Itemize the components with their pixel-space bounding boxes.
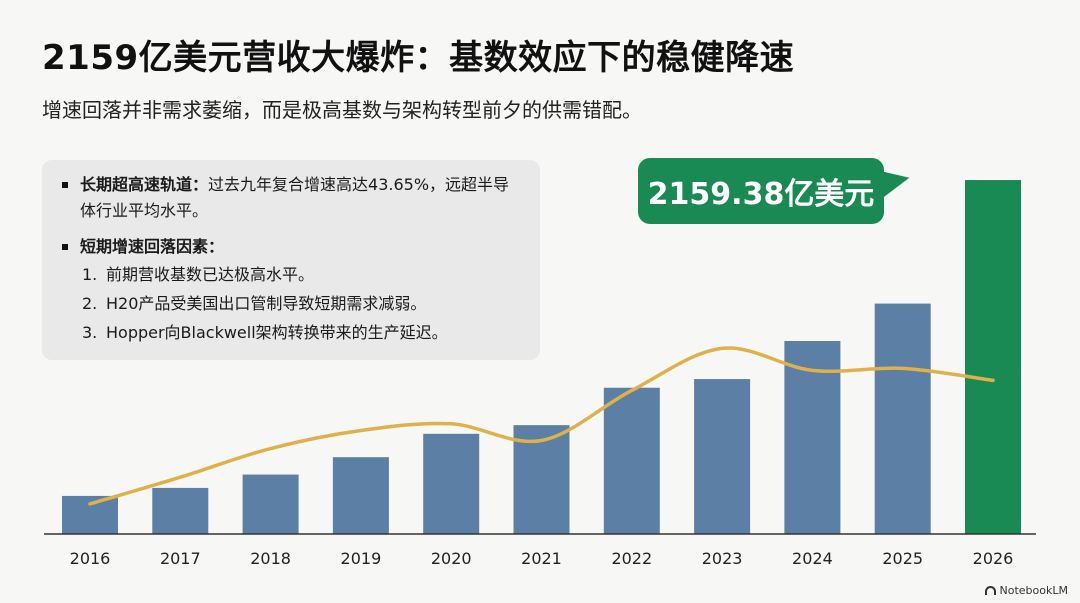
list-item: 1. 前期营收基数已达极高水平。: [82, 260, 524, 289]
x-tick-label: 2019: [341, 549, 382, 568]
growth-trend-line: [88, 346, 995, 506]
revenue-callout: 2159.38亿美元: [638, 158, 884, 224]
list-item: 2. H20产品受美国出口管制导致短期需求减弱。: [82, 289, 524, 318]
bar-2022: [603, 387, 660, 534]
list-item-number: 3.: [82, 323, 98, 342]
bar-2020: [423, 433, 480, 534]
x-tick-label: 2017: [160, 549, 201, 568]
list-item-text: Hopper向Blackwell架构转换带来的生产延迟。: [106, 323, 448, 342]
x-tick-label: 2024: [792, 549, 833, 568]
bar-2025: [874, 303, 931, 534]
x-tick-label: 2018: [250, 549, 291, 568]
bullet-square-icon: [62, 182, 68, 188]
bar-2017: [152, 487, 209, 534]
info-bullet-2: 短期增速回落因素：: [62, 234, 524, 260]
bar-2021: [513, 425, 570, 534]
x-tick-label: 2022: [611, 549, 652, 568]
section1-title: 长期超高速轨道：: [80, 175, 209, 194]
bar-2019: [332, 457, 389, 534]
list-item-text: 前期营收基数已达极高水平。: [106, 265, 315, 284]
bar-2018: [242, 474, 299, 534]
list-item-text: H20产品受美国出口管制导致短期需求减弱。: [106, 294, 427, 313]
page-title: 2159亿美元营收大爆炸：基数效应下的稳健降速: [42, 38, 795, 78]
list-item: 3. Hopper向Blackwell架构转换带来的生产延迟。: [82, 318, 524, 347]
bar-2024: [784, 340, 841, 534]
brand-watermark: NotebookLM: [984, 584, 1068, 597]
bar-2016: [62, 495, 118, 534]
info-bullet-1: 长期超高速轨道：过去九年复合增速高达43.65%，远超半导体行业平均水平。: [62, 172, 524, 224]
x-tick-label: 2016: [70, 549, 111, 568]
section2-title: 短期增速回落因素：: [80, 237, 225, 256]
x-tick-label: 2020: [431, 549, 472, 568]
brand-label: NotebookLM: [999, 584, 1068, 597]
x-tick-label: 2021: [521, 549, 562, 568]
notebooklm-logo-icon: [984, 586, 996, 595]
bullet-square-icon: [62, 244, 68, 250]
x-tick-label: 2025: [882, 549, 923, 568]
x-tick-label: 2023: [702, 549, 743, 568]
bar-2026: [965, 180, 1021, 535]
bar-2023: [694, 379, 751, 534]
x-tick-label: 2026: [973, 549, 1014, 568]
page-subtitle: 增速回落并非需求萎缩，而是极高基数与架构转型前夕的供需错配。: [42, 98, 642, 122]
factor-list: 1. 前期营收基数已达极高水平。 2. H20产品受美国出口管制导致短期需求减弱。 …: [82, 260, 524, 347]
list-item-number: 1.: [82, 265, 98, 284]
info-box: 长期超高速轨道：过去九年复合增速高达43.65%，远超半导体行业平均水平。 短期…: [42, 160, 540, 360]
section1-text: 过去九年复合增速高达43.65%，远超半导体行业平均水平。: [80, 175, 510, 220]
list-item-number: 2.: [82, 294, 98, 313]
